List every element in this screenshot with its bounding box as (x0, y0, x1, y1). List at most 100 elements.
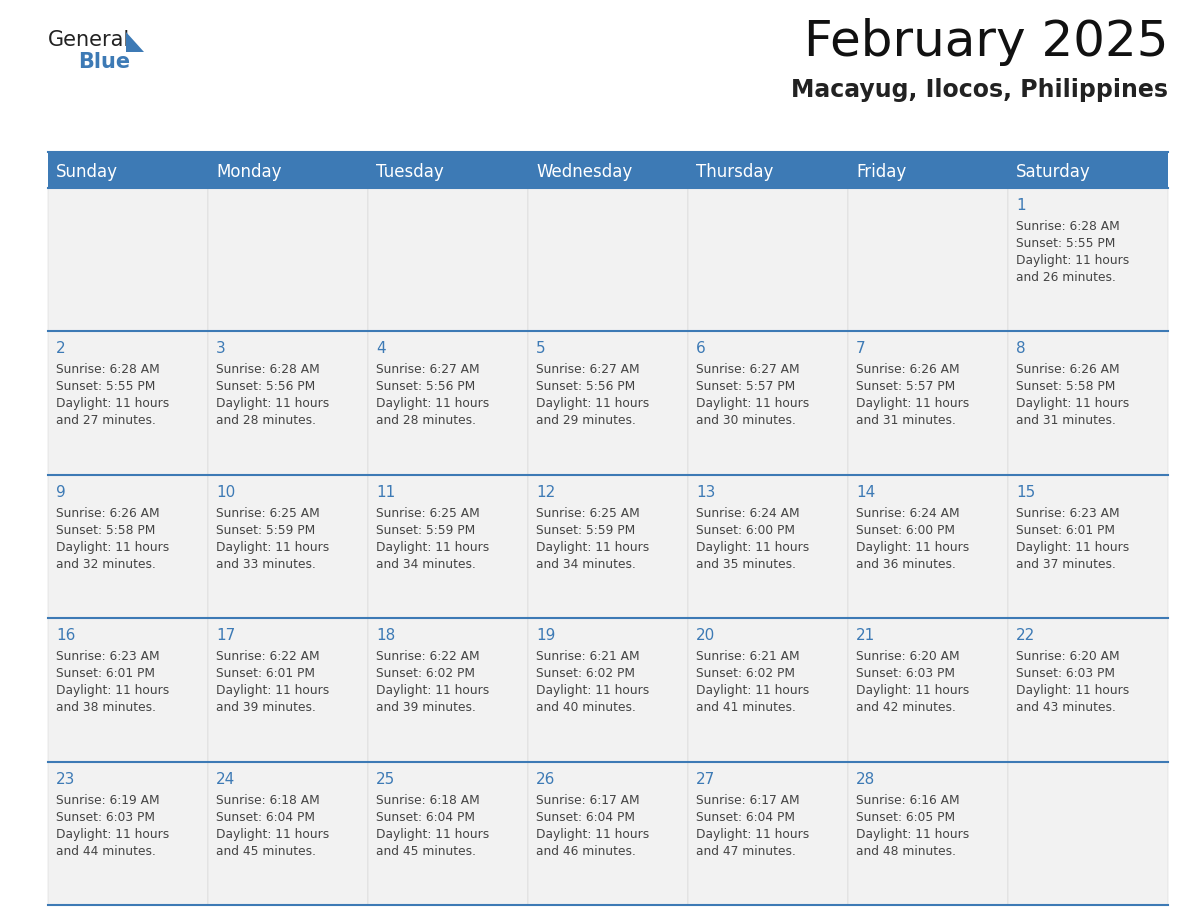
Text: Sunset: 5:59 PM: Sunset: 5:59 PM (216, 524, 315, 537)
Text: Sunrise: 6:19 AM: Sunrise: 6:19 AM (56, 793, 159, 807)
Text: 10: 10 (216, 485, 235, 499)
Text: Sunrise: 6:20 AM: Sunrise: 6:20 AM (857, 650, 960, 663)
Text: Blue: Blue (78, 52, 131, 72)
Text: and 32 minutes.: and 32 minutes. (56, 558, 156, 571)
Text: 13: 13 (696, 485, 715, 499)
Text: and 39 minutes.: and 39 minutes. (216, 701, 316, 714)
Text: Monday: Monday (216, 163, 282, 181)
Text: and 33 minutes.: and 33 minutes. (216, 558, 316, 571)
Text: Sunset: 6:01 PM: Sunset: 6:01 PM (56, 667, 154, 680)
Text: Sunset: 5:58 PM: Sunset: 5:58 PM (56, 524, 156, 537)
Text: and 37 minutes.: and 37 minutes. (1016, 558, 1116, 571)
Text: Sunrise: 6:20 AM: Sunrise: 6:20 AM (1016, 650, 1119, 663)
Text: Sunrise: 6:25 AM: Sunrise: 6:25 AM (536, 507, 640, 520)
Bar (48, 188, 208, 331)
Text: 9: 9 (56, 485, 65, 499)
Text: Sunrise: 6:28 AM: Sunrise: 6:28 AM (216, 364, 320, 376)
Bar (527, 331, 688, 475)
Text: and 39 minutes.: and 39 minutes. (375, 701, 476, 714)
Text: 22: 22 (1016, 628, 1035, 644)
Text: Sunset: 6:04 PM: Sunset: 6:04 PM (696, 811, 795, 823)
Text: Daylight: 11 hours: Daylight: 11 hours (216, 541, 329, 554)
Text: and 47 minutes.: and 47 minutes. (696, 845, 796, 857)
Text: 14: 14 (857, 485, 876, 499)
Bar (48, 762, 208, 905)
Text: Sunset: 6:00 PM: Sunset: 6:00 PM (696, 524, 795, 537)
Text: Tuesday: Tuesday (375, 163, 444, 181)
Text: Daylight: 11 hours: Daylight: 11 hours (375, 828, 489, 841)
Text: and 34 minutes.: and 34 minutes. (375, 558, 476, 571)
Text: Macayug, Ilocos, Philippines: Macayug, Ilocos, Philippines (791, 78, 1168, 102)
Text: and 31 minutes.: and 31 minutes. (857, 414, 956, 428)
Bar (1007, 762, 1168, 905)
Text: Sunset: 6:04 PM: Sunset: 6:04 PM (375, 811, 475, 823)
Text: 25: 25 (375, 772, 396, 787)
Bar (1007, 618, 1168, 762)
Text: Sunset: 5:56 PM: Sunset: 5:56 PM (536, 380, 636, 394)
Text: Sunset: 5:55 PM: Sunset: 5:55 PM (1016, 237, 1116, 250)
Text: Sunrise: 6:18 AM: Sunrise: 6:18 AM (375, 793, 480, 807)
Text: 3: 3 (216, 341, 226, 356)
Text: Daylight: 11 hours: Daylight: 11 hours (1016, 541, 1130, 554)
Text: Sunrise: 6:25 AM: Sunrise: 6:25 AM (375, 507, 480, 520)
Text: Sunset: 5:57 PM: Sunset: 5:57 PM (696, 380, 795, 394)
Text: Sunset: 6:03 PM: Sunset: 6:03 PM (857, 667, 955, 680)
Text: Daylight: 11 hours: Daylight: 11 hours (536, 828, 650, 841)
Text: 20: 20 (696, 628, 715, 644)
Text: Sunrise: 6:26 AM: Sunrise: 6:26 AM (1016, 364, 1119, 376)
Bar (1007, 152, 1168, 188)
Bar (688, 475, 848, 618)
Text: Sunrise: 6:28 AM: Sunrise: 6:28 AM (56, 364, 159, 376)
Text: Daylight: 11 hours: Daylight: 11 hours (857, 397, 969, 410)
Bar (368, 618, 527, 762)
Text: 15: 15 (1016, 485, 1035, 499)
Text: 16: 16 (56, 628, 75, 644)
Text: Sunrise: 6:26 AM: Sunrise: 6:26 AM (857, 364, 960, 376)
Text: Sunrise: 6:24 AM: Sunrise: 6:24 AM (857, 507, 960, 520)
Text: Sunset: 6:01 PM: Sunset: 6:01 PM (1016, 524, 1116, 537)
Text: Sunrise: 6:25 AM: Sunrise: 6:25 AM (216, 507, 320, 520)
Text: Sunset: 5:59 PM: Sunset: 5:59 PM (536, 524, 636, 537)
Text: Thursday: Thursday (696, 163, 773, 181)
Text: 4: 4 (375, 341, 386, 356)
Text: Sunset: 6:03 PM: Sunset: 6:03 PM (56, 811, 154, 823)
Bar (48, 618, 208, 762)
Bar (688, 618, 848, 762)
Text: Sunrise: 6:16 AM: Sunrise: 6:16 AM (857, 793, 960, 807)
Text: Sunrise: 6:27 AM: Sunrise: 6:27 AM (696, 364, 800, 376)
Text: Daylight: 11 hours: Daylight: 11 hours (857, 541, 969, 554)
Text: Sunrise: 6:26 AM: Sunrise: 6:26 AM (56, 507, 159, 520)
Text: 5: 5 (536, 341, 545, 356)
Bar (848, 618, 1007, 762)
Bar (48, 331, 208, 475)
Bar (848, 475, 1007, 618)
Text: Sunset: 6:04 PM: Sunset: 6:04 PM (216, 811, 315, 823)
Text: Daylight: 11 hours: Daylight: 11 hours (696, 828, 809, 841)
Text: Sunrise: 6:22 AM: Sunrise: 6:22 AM (375, 650, 480, 663)
Bar (208, 762, 368, 905)
Text: and 29 minutes.: and 29 minutes. (536, 414, 636, 428)
Bar (527, 188, 688, 331)
Bar (527, 475, 688, 618)
Text: and 34 minutes.: and 34 minutes. (536, 558, 636, 571)
Text: Sunrise: 6:22 AM: Sunrise: 6:22 AM (216, 650, 320, 663)
Text: 21: 21 (857, 628, 876, 644)
Text: Daylight: 11 hours: Daylight: 11 hours (56, 541, 169, 554)
Text: Sunset: 5:55 PM: Sunset: 5:55 PM (56, 380, 156, 394)
Text: and 45 minutes.: and 45 minutes. (216, 845, 316, 857)
Text: Sunrise: 6:21 AM: Sunrise: 6:21 AM (536, 650, 639, 663)
Text: Sunrise: 6:21 AM: Sunrise: 6:21 AM (696, 650, 800, 663)
Text: Sunrise: 6:17 AM: Sunrise: 6:17 AM (696, 793, 800, 807)
Text: and 30 minutes.: and 30 minutes. (696, 414, 796, 428)
Text: Sunset: 5:56 PM: Sunset: 5:56 PM (375, 380, 475, 394)
Bar (848, 152, 1007, 188)
Text: Daylight: 11 hours: Daylight: 11 hours (1016, 254, 1130, 267)
Bar (48, 152, 208, 188)
Bar (848, 762, 1007, 905)
Text: Sunrise: 6:28 AM: Sunrise: 6:28 AM (1016, 220, 1120, 233)
Text: Daylight: 11 hours: Daylight: 11 hours (56, 828, 169, 841)
Text: General: General (48, 30, 131, 50)
Text: Sunset: 6:02 PM: Sunset: 6:02 PM (696, 667, 795, 680)
Text: February 2025: February 2025 (803, 18, 1168, 66)
Text: Daylight: 11 hours: Daylight: 11 hours (375, 684, 489, 697)
